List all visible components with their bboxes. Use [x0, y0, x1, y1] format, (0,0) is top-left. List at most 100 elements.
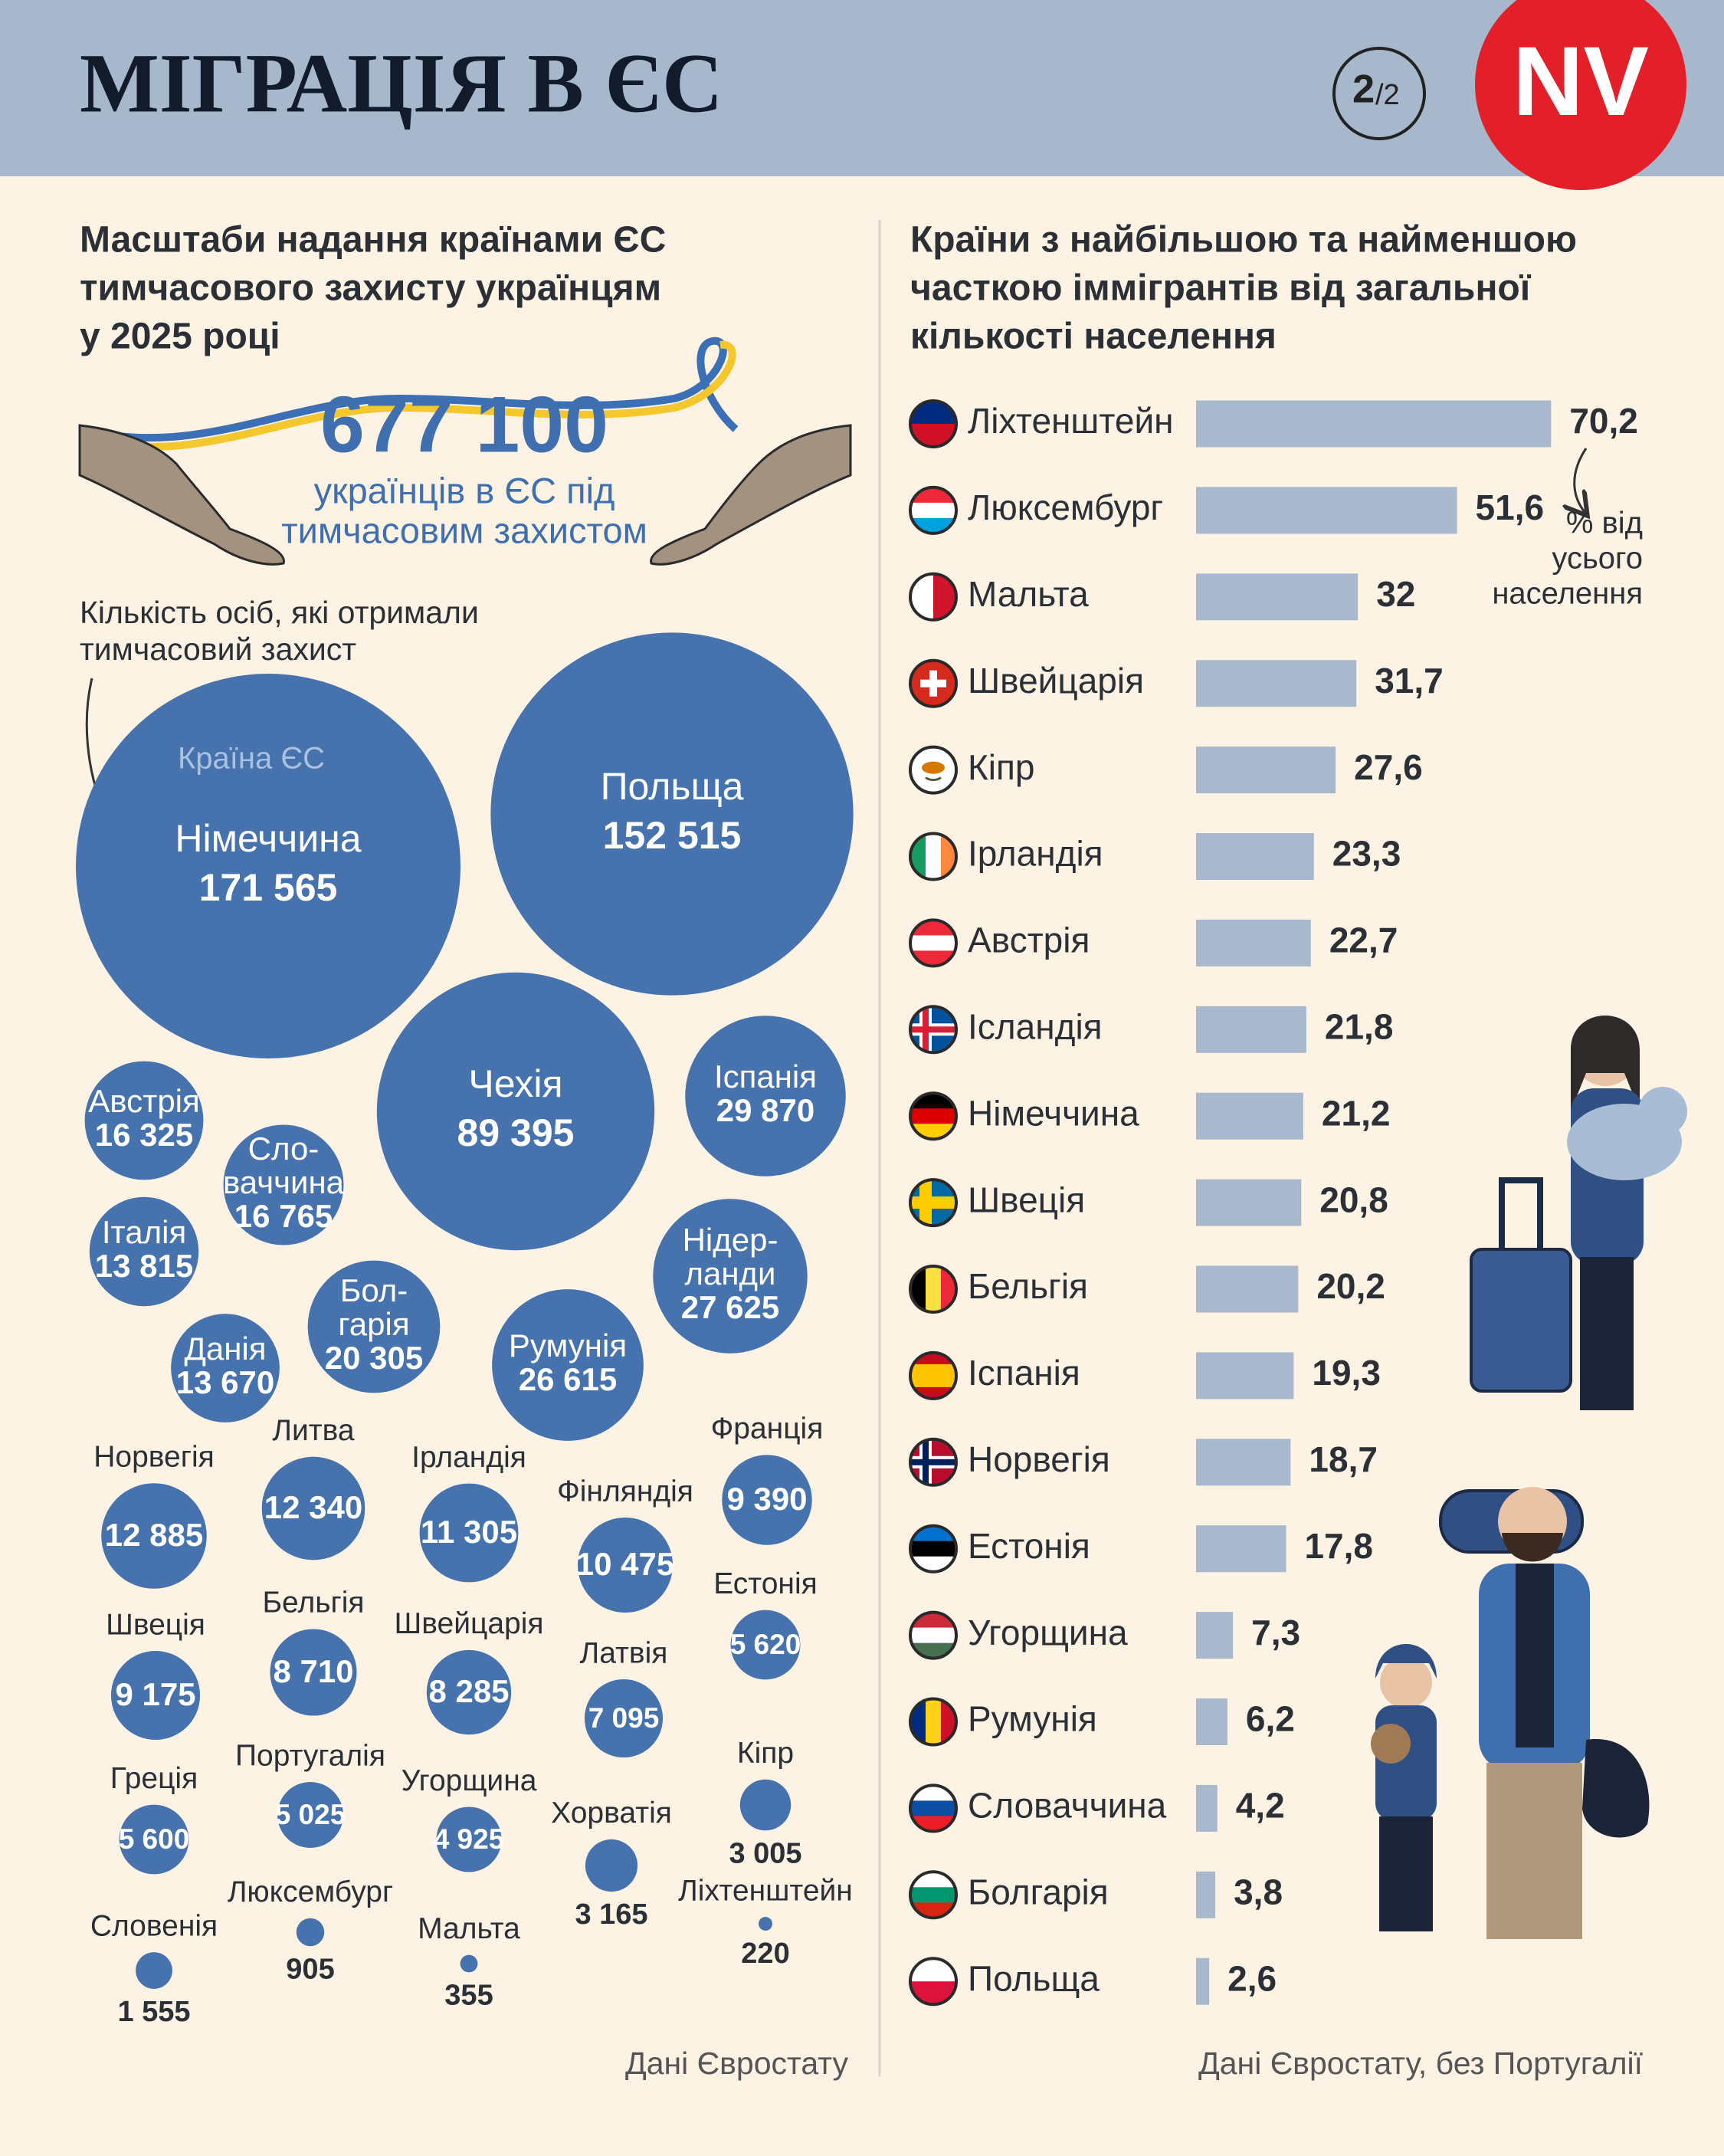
flag-ring	[909, 1697, 958, 1747]
section-title: часткою іммігрантів від загальної	[910, 268, 1532, 309]
bubble-value: 20 305	[325, 1340, 423, 1376]
bubble	[75, 673, 461, 1059]
bubble-value: 5 600	[119, 1823, 190, 1855]
value-label: 20,2	[1316, 1266, 1385, 1306]
bubble-value: 152 515	[603, 814, 742, 857]
bar	[1196, 1525, 1286, 1573]
flag-cross	[920, 679, 946, 687]
bubble-value: 12 885	[105, 1517, 203, 1553]
value-label: 27,6	[1354, 747, 1423, 787]
bubble	[492, 1289, 644, 1441]
unit-note: населення	[1492, 577, 1643, 611]
flag	[909, 1784, 958, 1833]
bar	[1196, 833, 1314, 880]
illustration-woman	[1470, 1016, 1687, 1410]
bubble-value: 8 285	[428, 1673, 509, 1709]
bubble-value: 9 175	[115, 1676, 195, 1712]
bubble	[261, 1456, 365, 1560]
bubble	[426, 1649, 512, 1735]
bubble-value: 27 625	[681, 1289, 779, 1325]
bubble-value: 29 870	[716, 1092, 814, 1128]
bar	[1196, 1265, 1299, 1313]
value-label: 51,6	[1476, 487, 1545, 527]
bubble-value: 355	[444, 1979, 493, 2011]
bubble-label: Литва	[272, 1414, 355, 1447]
bubble	[307, 1260, 441, 1393]
bubble-label: Сло-ваччина	[223, 1131, 345, 1200]
bubble-label: Естонія	[713, 1567, 818, 1600]
bubble-label: Мальта	[418, 1912, 520, 1945]
header-band	[0, 0, 1724, 176]
category-label: Мальта	[968, 574, 1089, 614]
flag-ring	[909, 1265, 958, 1314]
bubble-value: 13 670	[176, 1364, 274, 1400]
category-label: Угорщина	[968, 1613, 1128, 1652]
bubble-value: 11 305	[421, 1514, 517, 1550]
flag	[909, 1437, 958, 1487]
flag-ring	[909, 1870, 958, 1920]
bar	[1196, 1957, 1210, 2005]
unit-arrow	[1575, 448, 1586, 512]
bubble-label: Італія	[102, 1214, 186, 1250]
bubble-value: 905	[286, 1953, 334, 1985]
flag	[909, 485, 958, 535]
value-label: 21,2	[1322, 1093, 1391, 1133]
category-label: Болгарія	[968, 1872, 1109, 1912]
bubble-value: 1 555	[117, 1996, 190, 2028]
bubble	[584, 1679, 664, 1758]
bubble-label: Словенія	[90, 1909, 218, 1942]
category-label: Швейцарія	[968, 661, 1144, 701]
total: 677 100	[320, 380, 608, 469]
bubble-label: Бельгія	[262, 1587, 364, 1619]
flag-ring	[909, 399, 958, 448]
flag	[909, 572, 958, 622]
bubble-value: 13 815	[95, 1248, 193, 1284]
flag-stripe	[910, 1363, 956, 1377]
bar	[1196, 1092, 1303, 1140]
bar	[1196, 1179, 1302, 1226]
value-label: 20,8	[1319, 1180, 1388, 1219]
logo: NV	[1513, 27, 1649, 136]
flag-stripe	[910, 502, 956, 519]
bubble	[436, 1807, 502, 1872]
flag-ring	[909, 485, 958, 535]
bubble-label: Кіпр	[737, 1737, 794, 1770]
page-number: 2	[1352, 67, 1375, 112]
illustration-family	[1371, 1487, 1650, 1939]
flag	[909, 1265, 958, 1314]
bubble-value: 5 620	[730, 1629, 801, 1660]
flag-ring	[909, 1005, 958, 1055]
value-label: 4,2	[1236, 1786, 1285, 1826]
flag-ring	[909, 1524, 958, 1574]
bubble	[577, 1517, 674, 1613]
bubble	[419, 1483, 519, 1583]
bubble	[722, 1455, 812, 1545]
bubble	[460, 1954, 478, 1973]
category-label: Ірландія	[968, 834, 1103, 874]
flag	[909, 1957, 958, 2007]
ribbon-blue	[78, 336, 739, 442]
bar	[1196, 919, 1311, 966]
bubble-value: 7 095	[588, 1702, 660, 1734]
unit-note: % від	[1566, 507, 1643, 540]
flag-ring	[909, 1784, 958, 1833]
category-label: Словаччина	[968, 1786, 1167, 1826]
value-label: 2,6	[1227, 1958, 1277, 1998]
value-label: 7,3	[1251, 1613, 1300, 1652]
bar	[1196, 1612, 1234, 1659]
hand-left	[78, 424, 285, 566]
bubble-value: 4 925	[434, 1823, 505, 1855]
bubble	[277, 1782, 343, 1848]
bar	[1196, 1352, 1294, 1400]
legend-label: Країна ЄС	[178, 742, 325, 776]
bubble-label: Ліхтенштейн	[678, 1874, 853, 1907]
bubble	[296, 1918, 325, 1947]
bubble-label: Франція	[711, 1413, 824, 1446]
bubble-label: Польща	[601, 765, 744, 808]
flag	[909, 1524, 958, 1574]
bubble-value: 26 615	[519, 1361, 617, 1397]
bubble	[376, 972, 655, 1251]
bar	[1196, 487, 1457, 534]
unit-note: усього	[1552, 542, 1643, 576]
bubble	[101, 1483, 207, 1589]
